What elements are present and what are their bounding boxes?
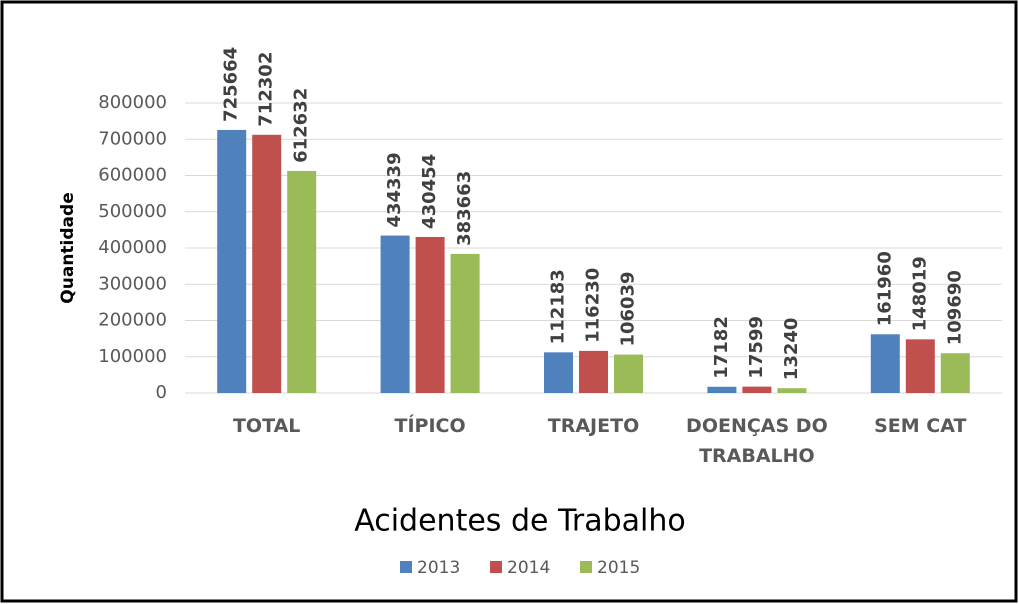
- bar: [217, 129, 247, 394]
- bar: [905, 339, 935, 393]
- data-label: 17599: [746, 316, 767, 379]
- legend-swatch: [400, 561, 412, 573]
- data-label: 109690: [944, 270, 965, 345]
- x-tick-label-box: DOENÇAS DO TRABALHO: [686, 415, 828, 467]
- bar: [252, 134, 282, 393]
- y-tick-label: 700000: [98, 128, 167, 149]
- legend-swatch: [580, 561, 592, 573]
- data-label: 712302: [256, 52, 277, 127]
- data-label: 725664: [221, 47, 242, 122]
- y-tick-label: 100000: [98, 346, 167, 367]
- data-label: 383663: [454, 171, 475, 246]
- bar: [579, 350, 608, 393]
- data-label: 116230: [583, 268, 604, 343]
- x-tick-label-box: TRAJETO: [547, 415, 640, 437]
- y-tick-label: 0: [156, 382, 167, 403]
- bar: [742, 386, 772, 393]
- y-tick-label: 400000: [98, 237, 167, 258]
- data-label: 430454: [419, 154, 440, 229]
- bar: [450, 253, 480, 393]
- data-label: 161960: [874, 251, 895, 326]
- bar: [870, 334, 900, 393]
- data-label: 434339: [384, 152, 405, 227]
- bar: [940, 353, 970, 393]
- legend-label: 2014: [507, 558, 550, 578]
- y-axis-label: Quantidade: [58, 192, 78, 303]
- x-tick-label-box: TOTAL: [232, 415, 301, 437]
- y-tick-label: 500000: [98, 201, 167, 222]
- bar: [544, 352, 573, 393]
- bar: [707, 386, 737, 393]
- y-tick-label: 200000: [98, 310, 167, 331]
- y-tick-label: 800000: [98, 92, 167, 113]
- data-label: 612632: [291, 88, 312, 163]
- bar: [777, 388, 807, 393]
- chart-title: Acidentes de Trabalho: [354, 504, 686, 539]
- x-tick-label: DOENÇAS DO TRABALHO: [686, 415, 828, 467]
- bar: [614, 354, 643, 393]
- data-label: 106039: [618, 271, 639, 346]
- legend-label: 2013: [417, 558, 460, 578]
- x-tick-label-box: SEM CAT: [874, 415, 967, 437]
- data-label: 112183: [548, 269, 569, 344]
- bar: [415, 236, 445, 393]
- legend-label: 2015: [597, 558, 640, 578]
- x-tick-label-box: TÍPICO: [394, 415, 466, 437]
- legend-swatch: [490, 561, 502, 573]
- x-tick-label: TÍPICO: [394, 415, 466, 437]
- data-label: 13240: [781, 318, 802, 381]
- x-tick-label: TRAJETO: [547, 415, 640, 437]
- bar: [287, 170, 317, 393]
- x-tick-label: TOTAL: [232, 415, 301, 437]
- y-tick-label: 600000: [98, 165, 167, 186]
- x-tick-label: SEM CAT: [874, 415, 967, 437]
- data-label: 148019: [909, 256, 930, 331]
- bar: [380, 235, 410, 393]
- y-tick-label: 300000: [98, 273, 167, 294]
- data-label: 17182: [711, 316, 732, 379]
